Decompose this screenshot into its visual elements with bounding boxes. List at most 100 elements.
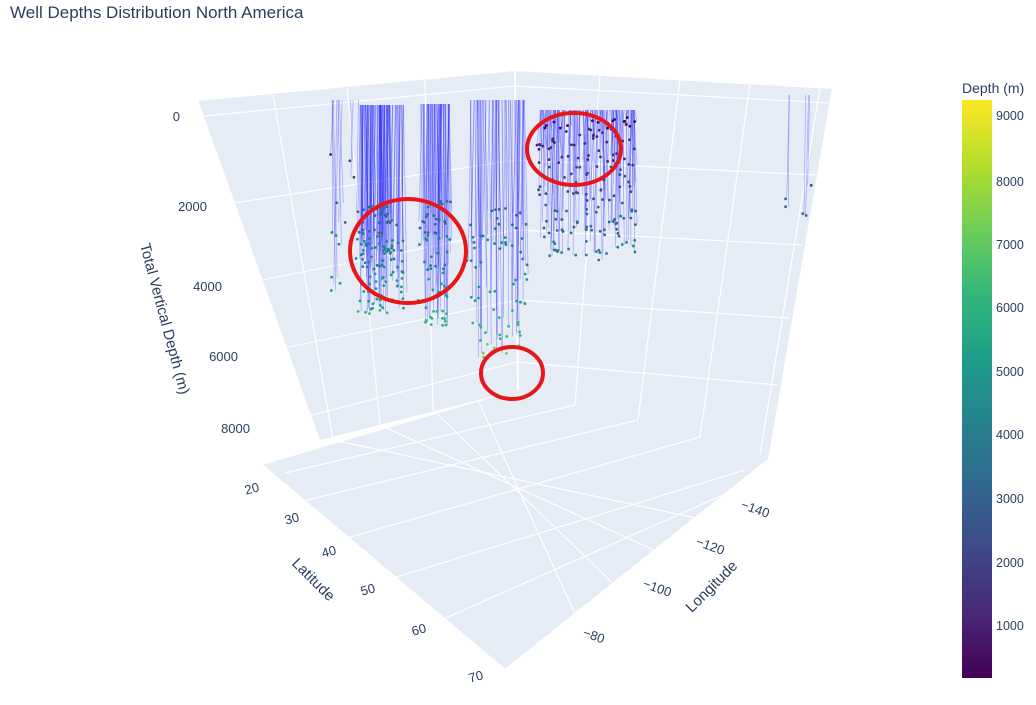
well-trace (444, 103, 447, 296)
well-bottom-point (329, 289, 333, 292)
well-trace (492, 99, 496, 244)
well-bottom-point (572, 225, 576, 229)
well-bottom-point (544, 124, 548, 127)
well-bottom-point (504, 241, 507, 244)
well-trace (618, 109, 623, 234)
well-bottom-point (449, 200, 452, 204)
well-trace (375, 104, 381, 266)
well-bottom-point (441, 309, 445, 313)
well-trace (518, 99, 521, 216)
well-bottom-point (587, 127, 591, 131)
well-trace (514, 99, 519, 323)
well-bottom-point (615, 152, 618, 156)
well-trace (429, 103, 432, 233)
well-trace (550, 109, 555, 244)
well-bottom-point (389, 258, 393, 262)
well-trace (562, 109, 566, 157)
well-trace (445, 103, 449, 265)
well-bottom-point (595, 250, 598, 254)
well-trace (437, 103, 441, 202)
well-trace (576, 109, 580, 159)
well-bottom-point (375, 297, 379, 301)
z-tick-label: 2000 (178, 199, 207, 214)
well-trace (437, 103, 442, 269)
well-trace (440, 103, 445, 289)
well-bottom-point (381, 259, 385, 262)
floor-pane (262, 390, 768, 670)
well-bottom-point (514, 226, 518, 230)
well-trace (488, 99, 492, 345)
well-bottom-point (564, 130, 568, 133)
well-bottom-point (587, 154, 590, 157)
well-trace (434, 103, 439, 220)
well-trace (367, 104, 372, 212)
well-bottom-point (426, 205, 430, 209)
well-bottom-point (474, 265, 478, 269)
well-bottom-point (479, 234, 483, 238)
well-bottom-point (583, 142, 587, 145)
well-trace (331, 99, 337, 291)
well-bottom-point (434, 217, 438, 221)
well-bottom-point (486, 238, 490, 242)
well-bottom-point (616, 245, 620, 249)
grid-lines (204, 74, 831, 626)
well-trace (436, 103, 440, 239)
well-trace (519, 99, 524, 253)
well-trace (573, 109, 577, 228)
well-bottom-point (385, 205, 389, 209)
well-bottom-point (361, 232, 365, 235)
well-trace (497, 99, 500, 339)
back-wall-pane (198, 70, 518, 440)
well-bottom-point (473, 299, 477, 303)
well-trace (401, 104, 404, 272)
well-bottom-point (367, 299, 371, 303)
well-trace (602, 109, 606, 232)
well-bottom-point (541, 144, 545, 148)
well-bottom-point (518, 334, 522, 337)
well-bottom-point (566, 124, 569, 127)
well-trace (805, 94, 809, 216)
axis-frame (197, 68, 833, 672)
well-trace (567, 109, 572, 186)
well-bottom-point (429, 323, 433, 326)
well-trace (436, 103, 441, 296)
well-bottom-point (627, 180, 630, 184)
colorbar (962, 100, 992, 678)
annotation-circle-upper-right (525, 111, 623, 187)
well-trace (382, 104, 385, 236)
well-bottom-point (423, 260, 426, 264)
well-trace (484, 99, 488, 333)
well-bottom-point (596, 205, 600, 209)
well-bottom-point (613, 217, 616, 221)
well-bottom-point (586, 171, 589, 175)
x-axis-title: Latitude (288, 555, 338, 605)
well-bottom-point (578, 133, 582, 137)
well-bottom-point (538, 143, 541, 146)
well-trace (434, 103, 437, 297)
well-bottom-point (592, 133, 595, 137)
well-trace (482, 99, 487, 287)
well-trace (555, 109, 559, 211)
well-bottom-point (628, 184, 632, 188)
well-bottom-point (372, 267, 376, 271)
well-trace (546, 109, 549, 233)
well-trace (631, 109, 634, 192)
well-bottom-point (356, 310, 360, 313)
well-trace (557, 109, 562, 158)
well-bottom-point (504, 243, 508, 247)
colorbar-tick-label: 3000 (996, 492, 1024, 506)
well-bottom-point (368, 312, 371, 316)
colorbar-tick-label: 2000 (996, 556, 1024, 570)
well-trace (501, 99, 506, 354)
well-bottom-point (607, 220, 611, 224)
well-trace (553, 109, 555, 242)
well-bottom-point (369, 255, 373, 259)
well-trace (359, 104, 364, 301)
well-bottom-point (492, 346, 496, 350)
well-bottom-point (556, 249, 560, 252)
well-bottom-point (329, 153, 333, 156)
well-bottom-point (611, 220, 615, 223)
well-bottom-point (477, 285, 481, 289)
well-trace (429, 103, 433, 215)
